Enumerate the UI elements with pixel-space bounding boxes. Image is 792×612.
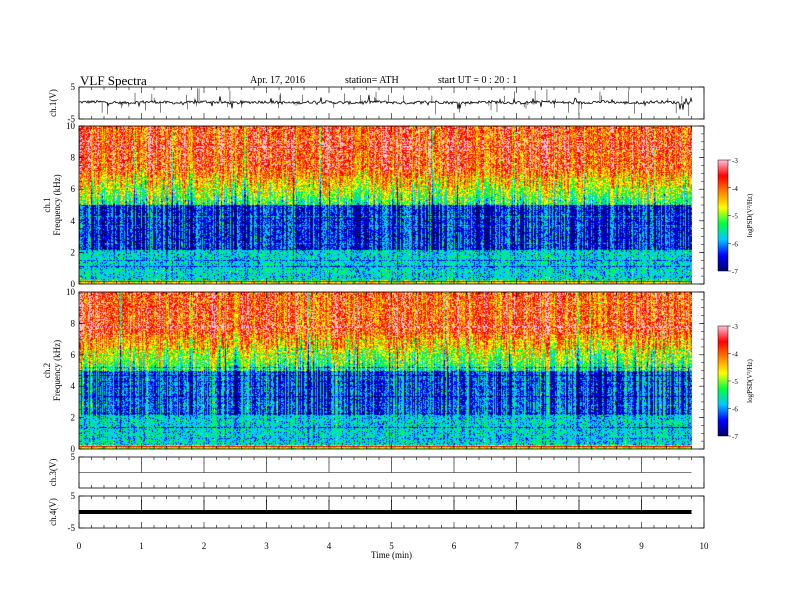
colorbar-tick-label: -3 (732, 323, 738, 331)
y-tick-label: 4 (71, 381, 76, 391)
colorbar-label: logPSD(V²/Hz) (746, 193, 754, 237)
colorbar-tick-label: -5 (732, 378, 738, 386)
x-tick-label: 4 (327, 541, 332, 551)
figure-title: VLF Spectra (80, 73, 147, 88)
ch1-spectrogram-panel: -3 -4 -5 -6 -7 logPSD(V²/Hz) 0 2 4 6 8 10 ch.1Freque… (42, 121, 754, 289)
colorbar-tick-label: -3 (732, 157, 738, 165)
ylabel-line: ch.2 (42, 363, 52, 378)
station-label: station= ATH (345, 75, 399, 86)
colorbar-tick-label: -7 (732, 268, 738, 276)
x-tick-label: 1 (139, 541, 144, 551)
y-tick-label: -5 (68, 523, 76, 533)
y-tick-label: 8 (71, 153, 76, 163)
ch2-spectrogram-colorbar (717, 325, 729, 437)
ch2-spectrogram-ylabel: ch.2Frequency (kHz) (42, 340, 62, 401)
x-axis-label: Time (min) (371, 550, 412, 560)
start-time-label: start UT = 0 : 20 : 1 (438, 75, 518, 86)
x-tick-label: 9 (639, 541, 644, 551)
y-tick-label: 0 (71, 444, 76, 454)
colorbar-tick-label: -4 (732, 185, 738, 193)
y-tick-label: 5 (71, 491, 76, 501)
colorbar-tick-label: -7 (732, 433, 738, 441)
date-label: Apr. 17, 2016 (250, 75, 305, 86)
y-tick-label: 6 (71, 350, 76, 360)
ch1-waveform-ylabel: ch.1(V) (48, 89, 58, 117)
y-tick-label: 2 (71, 247, 76, 257)
ch2-spectrogram-image (79, 292, 692, 449)
ylabel-line: Frequency (kHz) (52, 174, 62, 235)
ch3-waveform-panel: 5 ch.3(V) (48, 452, 705, 489)
y-tick-label: 8 (71, 318, 76, 328)
y-tick-label: 0 (71, 279, 76, 289)
x-tick-label: 2 (202, 541, 207, 551)
y-tick-label: 5 (71, 82, 76, 92)
ch2-spectrogram-canvas (79, 292, 692, 449)
y-tick-label: 6 (71, 184, 76, 194)
colorbar-tick-label: -5 (732, 213, 738, 221)
ch1-waveform-trace (79, 94, 693, 110)
ch2-spectrogram-panel: -3 -4 -5 -6 -7 logPSD(V²/Hz) 0 2 4 6 8 10 ch.2Freque… (42, 287, 754, 454)
x-tick-label: 10 (700, 541, 710, 551)
y-tick-label: -5 (68, 114, 76, 124)
x-tick-label: 7 (514, 541, 519, 551)
colorbar-tick-label: -6 (732, 240, 738, 248)
ch1-spectrogram-canvas (79, 126, 692, 284)
y-tick-label: 5 (71, 452, 76, 462)
colorbar-label: logPSD(V²/Hz) (746, 358, 754, 402)
y-tick-label: 10 (66, 287, 76, 297)
ch1-spectrogram-colorbar (717, 159, 729, 272)
x-tick-label: 6 (452, 541, 457, 551)
x-tick-label: 8 (577, 541, 582, 551)
ylabel-line: Frequency (kHz) (52, 340, 62, 401)
ch1-spectrogram-ylabel: ch.1Frequency (kHz) (42, 174, 62, 235)
ch1-waveform-panel: 5 -5 ch.1(V) (48, 82, 705, 124)
ch1-spectrogram-image (79, 126, 692, 284)
x-tick-label: 3 (264, 541, 269, 551)
y-tick-label: 2 (71, 413, 76, 423)
x-tick-label: 5 (389, 541, 394, 551)
colorbar-tick-label: -4 (732, 351, 738, 359)
y-tick-label: 4 (71, 216, 76, 226)
ch4-waveform-ylabel: ch.4(V) (48, 498, 58, 526)
ylabel-line: ch.1 (42, 197, 52, 212)
x-axis: 0 1 2 3 4 5 6 7 8 9 10 Time (min) (77, 541, 709, 560)
ch4-waveform-panel: 5 -5 ch.4(V) (48, 491, 705, 533)
colorbar-tick-label: -6 (732, 406, 738, 414)
x-tick-label: 0 (77, 541, 82, 551)
ch3-waveform-ylabel: ch.3(V) (48, 459, 58, 487)
y-tick-label: 10 (66, 121, 76, 131)
